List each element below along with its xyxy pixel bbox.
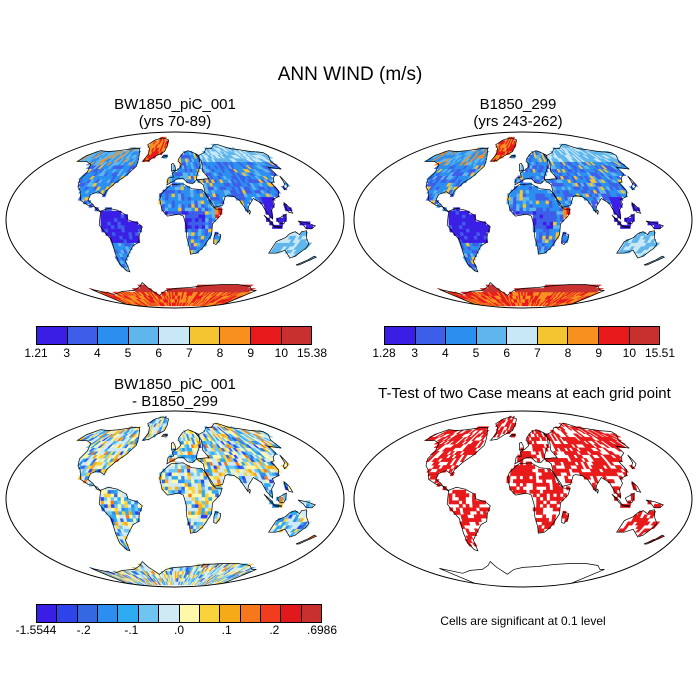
colorbar-swatch bbox=[37, 605, 58, 622]
colorbar-swatch bbox=[240, 605, 261, 622]
colorbar-tick-label: 1.28 bbox=[372, 346, 396, 360]
colorbar-tick-label: 3 bbox=[63, 346, 70, 360]
colorbar-tick-label: .1 bbox=[221, 623, 232, 637]
panel-title-top-right: B1850_299 (yrs 243-262) bbox=[353, 96, 683, 130]
panel-title-top-left: BW1850_piC_001 (yrs 70-89) bbox=[10, 96, 340, 130]
panel-title-line2: (yrs 243-262) bbox=[473, 113, 563, 130]
colorbar-labels-top-right: 1.28 3 4 5 6 7 8 9 10 15.51 bbox=[372, 346, 675, 362]
colorbar-tick-label: 15.51 bbox=[644, 346, 676, 360]
land-field bbox=[76, 136, 317, 307]
colorbar-swatch bbox=[537, 327, 569, 344]
coastlines bbox=[76, 137, 318, 308]
colorbar-swatch bbox=[476, 327, 508, 344]
colorbar-tick-label: 6 bbox=[155, 346, 162, 360]
colorbar-swatch bbox=[281, 327, 312, 344]
colorbar-swatch bbox=[446, 327, 477, 344]
colorbar-tick-label: .2 bbox=[269, 623, 280, 637]
panel-title-bottom-left: BW1850_piC_001 - B1850_299 bbox=[10, 376, 340, 410]
ocean-background bbox=[354, 132, 692, 308]
colorbar-tick-label: 10 bbox=[622, 346, 637, 360]
colorbar-swatch bbox=[98, 605, 119, 622]
colorbar-bottom-left bbox=[36, 604, 322, 623]
colorbar-tick-label: 4 bbox=[93, 346, 101, 360]
colorbar-swatch bbox=[159, 605, 180, 622]
colorbar-swatch bbox=[220, 327, 251, 344]
colorbar-swatch bbox=[67, 327, 99, 344]
colorbar-tick-label: 10 bbox=[274, 346, 289, 360]
wind-map-model-b bbox=[353, 131, 693, 309]
wind-difference-map bbox=[5, 410, 345, 588]
colorbar-swatch bbox=[199, 605, 221, 622]
colorbar-swatch bbox=[159, 327, 190, 344]
colorbar-swatch bbox=[98, 327, 129, 344]
panel-title-line1: BW1850_piC_001 bbox=[114, 376, 236, 393]
colorbar-swatch bbox=[301, 605, 322, 622]
ocean-background bbox=[6, 132, 344, 308]
colorbar-swatch bbox=[629, 327, 660, 344]
colorbar-tick-label: -1.5544 bbox=[15, 623, 57, 637]
colorbar-tick-label: -.1 bbox=[124, 623, 139, 637]
colorbar-swatch bbox=[415, 327, 447, 344]
colorbar-tick-label: 6 bbox=[503, 346, 510, 360]
panel-title-line1: B1850_299 bbox=[479, 96, 557, 113]
map-border bbox=[353, 410, 693, 588]
panel-title-line2: - B1850_299 bbox=[132, 393, 218, 410]
colorbar-swatch bbox=[128, 327, 160, 344]
colorbar-swatch bbox=[220, 605, 241, 622]
colorbar-tick-label: 8 bbox=[216, 346, 224, 360]
colorbar-tick-label: 4 bbox=[441, 346, 449, 360]
panel-title-line1: T-Test of two Case means at each grid po… bbox=[378, 385, 671, 402]
colorbar-tick-label: 15.38 bbox=[296, 346, 328, 360]
colorbar-swatch bbox=[281, 605, 302, 622]
figure-title: ANN WIND (m/s) bbox=[277, 64, 423, 85]
panel-title-line1: BW1850_piC_001 bbox=[114, 96, 236, 113]
colorbar-tick-label: 7 bbox=[185, 346, 193, 360]
colorbar-labels-bottom-left: -1.5544 -.2 -.1 .0 .1 .2 .6986 bbox=[16, 623, 337, 639]
land-field bbox=[424, 136, 665, 307]
colorbar-swatch bbox=[118, 605, 139, 622]
map-border bbox=[5, 410, 345, 588]
colorbar-tick-label: .0 bbox=[173, 623, 185, 637]
colorbar-tick-label: .6986 bbox=[306, 623, 338, 637]
map-border bbox=[353, 131, 693, 309]
significance-note: Cells are significant at 0.1 level bbox=[440, 614, 606, 628]
coastlines bbox=[76, 416, 318, 587]
panel-title-line2: (yrs 70-89) bbox=[138, 113, 212, 130]
wind-map-model-a bbox=[5, 131, 345, 309]
ocean-background bbox=[6, 411, 344, 587]
colorbar-tick-label: -.2 bbox=[76, 623, 91, 637]
colorbar-swatch bbox=[189, 327, 221, 344]
colorbar-swatch bbox=[507, 327, 538, 344]
colorbar-swatch bbox=[250, 327, 282, 344]
colorbar-swatch bbox=[37, 327, 68, 344]
colorbar-tick-label: 5 bbox=[124, 346, 132, 360]
colorbar-top-right bbox=[384, 326, 660, 345]
colorbar-tick-label: 1.21 bbox=[24, 346, 48, 360]
colorbar-swatch bbox=[138, 605, 160, 622]
colorbar-tick-label: 9 bbox=[247, 346, 254, 360]
coastlines bbox=[424, 137, 666, 308]
colorbar-swatch bbox=[179, 605, 200, 622]
colorbar-top-left bbox=[36, 326, 312, 345]
colorbar-tick-label: 8 bbox=[564, 346, 572, 360]
colorbar-tick-label: 9 bbox=[595, 346, 602, 360]
colorbar-tick-label: 7 bbox=[533, 346, 541, 360]
coastlines bbox=[424, 416, 666, 587]
colorbar-swatch bbox=[57, 605, 78, 622]
colorbar-swatch bbox=[598, 327, 630, 344]
t-test-significance-map bbox=[353, 410, 693, 588]
colorbar-swatch bbox=[77, 605, 99, 622]
panel-title-bottom-right: T-Test of two Case means at each grid po… bbox=[352, 385, 697, 402]
colorbar-swatch bbox=[260, 605, 282, 622]
colorbar-labels-top-left: 1.21 3 4 5 6 7 8 9 10 15.38 bbox=[24, 346, 327, 362]
ocean-background bbox=[354, 411, 692, 587]
map-border bbox=[5, 131, 345, 309]
colorbar-swatch bbox=[568, 327, 599, 344]
colorbar-tick-label: 3 bbox=[411, 346, 418, 360]
colorbar-swatch bbox=[385, 327, 416, 344]
colorbar-tick-label: 5 bbox=[472, 346, 480, 360]
